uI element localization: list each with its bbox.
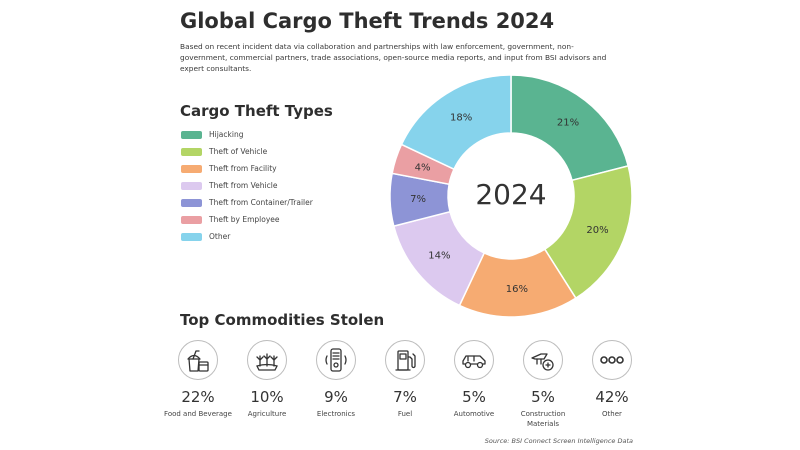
commodity-automotive: 5% Automotive [438, 340, 510, 419]
commodity-value: 5% [462, 388, 486, 406]
legend-swatch [181, 198, 202, 207]
legend-item-theft-from-vehicle: Theft from Vehicle [181, 177, 313, 194]
commodity-label: Agriculture [247, 410, 287, 418]
commodity-other: 42% Other [576, 340, 648, 419]
source-note: Source: BSI Connect Screen Intelligence … [484, 437, 633, 445]
legend-swatch [181, 181, 202, 190]
legend-swatch [181, 164, 202, 173]
other-icon [592, 340, 632, 380]
commodity-value: 22% [181, 388, 215, 406]
commodity-label: Fuel [397, 410, 413, 418]
commodity-label: Other [602, 410, 622, 418]
commodity-value: 9% [324, 388, 348, 406]
slice-data-label: 14% [428, 250, 450, 261]
commodity-value: 42% [595, 388, 629, 406]
legend-item-hijacking: Hijacking [181, 126, 313, 143]
slice-data-label: 21% [557, 118, 579, 129]
slice-data-label: 16% [506, 284, 528, 295]
donut-center-label: 2024 [475, 178, 546, 211]
commodity-label: Automotive [453, 410, 495, 418]
commodities-title: Top Commodities Stolen [180, 311, 385, 329]
legend-title: Cargo Theft Types [180, 102, 333, 120]
legend-item-theft-by-employee: Theft by Employee [181, 211, 313, 228]
commodity-construction-materials: 5% Construction Materials [507, 340, 579, 429]
electronics-icon [316, 340, 356, 380]
legend-swatch [181, 215, 202, 224]
commodity-label: Food and Beverage [164, 410, 232, 418]
slice-data-label: 7% [410, 194, 426, 205]
legend-label: Theft from Facility [209, 164, 277, 173]
commodity-agriculture: 10% Agriculture [231, 340, 303, 419]
slice-data-label: 18% [450, 112, 472, 123]
automotive-icon [454, 340, 494, 380]
commodity-value: 7% [393, 388, 417, 406]
donut-slice-hijacking [510, 74, 630, 182]
commodity-electronics: 9% Electronics [300, 340, 372, 419]
legend-label: Theft of Vehicle [209, 147, 268, 156]
legend-item-theft-of-vehicle: Theft of Vehicle [181, 143, 313, 160]
commodity-fuel: 7% Fuel [369, 340, 441, 419]
fuel-icon [385, 340, 425, 380]
legend-item-theft-from-facility: Theft from Facility [181, 160, 313, 177]
food-and-beverage-icon [178, 340, 218, 380]
commodity-label: Construction Materials [520, 410, 566, 428]
commodity-label: Electronics [316, 410, 356, 418]
chart-legend: Hijacking Theft of Vehicle Theft from Fa… [181, 126, 313, 245]
donut-slice-other [400, 74, 512, 171]
agriculture-icon [247, 340, 287, 380]
commodity-value: 10% [250, 388, 284, 406]
commodity-food-and-beverage: 22% Food and Beverage [162, 340, 234, 419]
legend-label: Theft from Container/Trailer [209, 198, 313, 207]
legend-label: Theft from Vehicle [209, 181, 278, 190]
legend-swatch [181, 147, 202, 156]
legend-label: Other [209, 232, 231, 241]
legend-label: Theft by Employee [209, 215, 280, 224]
legend-item-other: Other [181, 228, 313, 245]
donut-slice-theft-of-vehicle [543, 164, 633, 300]
page-title: Global Cargo Theft Trends 2024 [180, 9, 555, 33]
slice-data-label: 20% [586, 225, 608, 236]
slice-data-label: 4% [415, 162, 431, 173]
legend-swatch [181, 130, 202, 139]
legend-item-theft-from-container-trailer: Theft from Container/Trailer [181, 194, 313, 211]
commodity-value: 5% [531, 388, 555, 406]
subtitle: Based on recent incident data via collab… [180, 42, 607, 73]
construction-materials-icon [523, 340, 563, 380]
legend-swatch [181, 232, 202, 241]
legend-label: Hijacking [209, 130, 244, 139]
donut-chart: 21% 20% 16% 14% 7% 4% 18% 2024 [389, 74, 633, 318]
